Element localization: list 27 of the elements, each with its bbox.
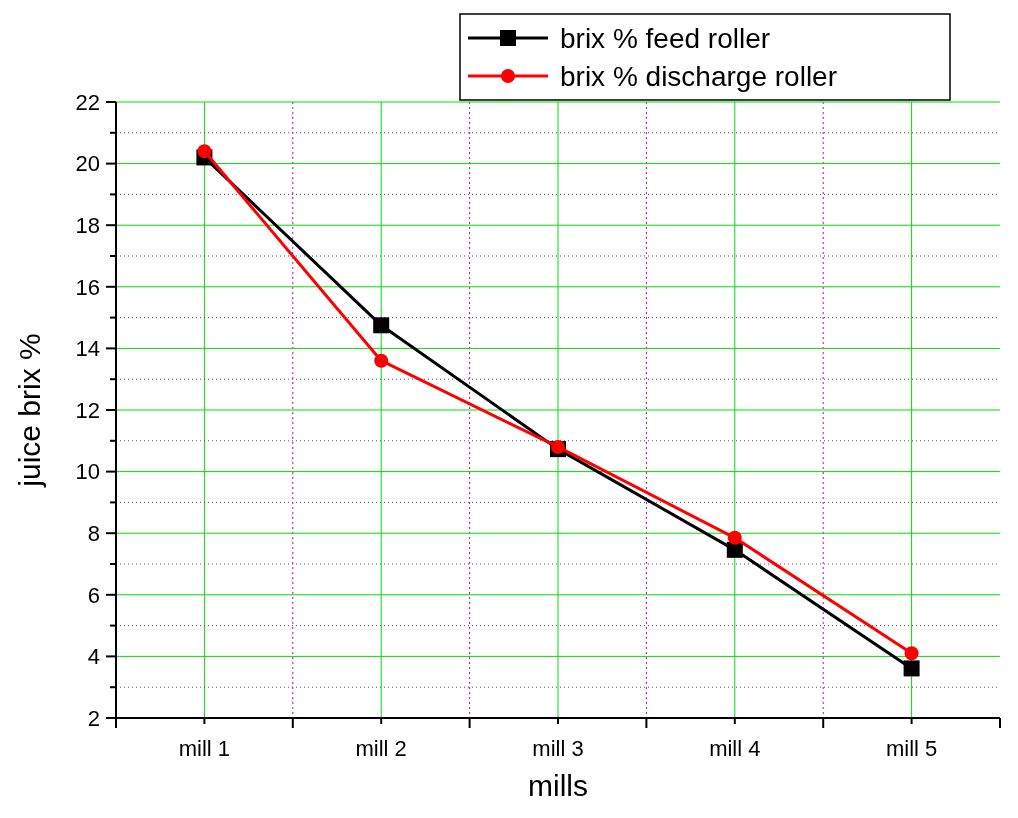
- y-tick-label: 14: [75, 336, 100, 362]
- y-tick-label: 2: [87, 705, 100, 731]
- y-tick-label: 12: [75, 397, 100, 423]
- y-tick-label: 4: [87, 644, 100, 670]
- x-tick-label: mill 2: [355, 736, 407, 761]
- point: [903, 660, 920, 677]
- y-tick-label: 18: [75, 212, 100, 238]
- point: [374, 353, 389, 368]
- y-tick-label: 20: [75, 151, 100, 177]
- point: [197, 144, 212, 159]
- y-tick-label: 16: [75, 274, 100, 300]
- x-axis-title: mills: [528, 769, 588, 802]
- legend-label: brix % feed roller: [560, 22, 771, 54]
- y-tick-label: 6: [87, 582, 100, 608]
- y-axis-title: juice brix %: [13, 333, 46, 488]
- point: [904, 646, 919, 661]
- y-tick-label: 22: [75, 89, 100, 115]
- x-tick-label: mill 4: [709, 736, 761, 761]
- point: [551, 439, 565, 454]
- x-tick-label: mill 5: [885, 736, 938, 761]
- y-tick-label: 8: [87, 520, 100, 546]
- y-tick-label: 10: [75, 459, 100, 485]
- x-tick-label: mill 3: [532, 736, 584, 761]
- point: [727, 530, 742, 545]
- x-tick-label: mill 1: [178, 736, 231, 761]
- point: [373, 317, 390, 334]
- legend-label: brix % discharge roller: [560, 60, 837, 92]
